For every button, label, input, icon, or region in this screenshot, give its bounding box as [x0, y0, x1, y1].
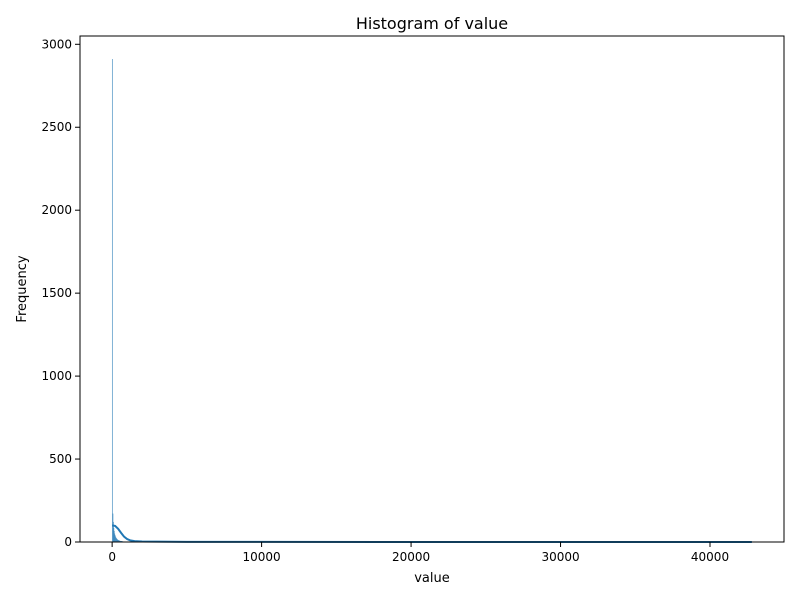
y-axis-ticks: 0 500 1000 1500 2000 2500 3000 — [41, 37, 80, 549]
chart-title: Histogram of value — [356, 14, 508, 33]
x-axis-ticks: 0 10000 20000 30000 40000 — [108, 542, 729, 564]
x-tick-label: 10000 — [243, 550, 281, 564]
y-tick-label: 0 — [64, 535, 72, 549]
x-tick-label: 20000 — [392, 550, 430, 564]
histogram-bars — [111, 59, 125, 543]
y-tick-label: 500 — [49, 452, 72, 466]
y-tick-label: 1000 — [41, 369, 72, 383]
histogram-bar — [111, 59, 113, 543]
x-axis-label: value — [414, 571, 450, 586]
x-tick-label: 40000 — [691, 550, 729, 564]
y-axis-label: Frequency — [15, 255, 30, 322]
plot-area-frame — [79, 35, 785, 543]
x-tick-label: 0 — [108, 550, 116, 564]
y-tick-label: 2000 — [41, 203, 72, 217]
x-tick-label: 30000 — [541, 550, 579, 564]
y-tick-label: 3000 — [41, 37, 72, 51]
y-tick-label: 1500 — [41, 286, 72, 300]
y-tick-label: 2500 — [41, 120, 72, 134]
